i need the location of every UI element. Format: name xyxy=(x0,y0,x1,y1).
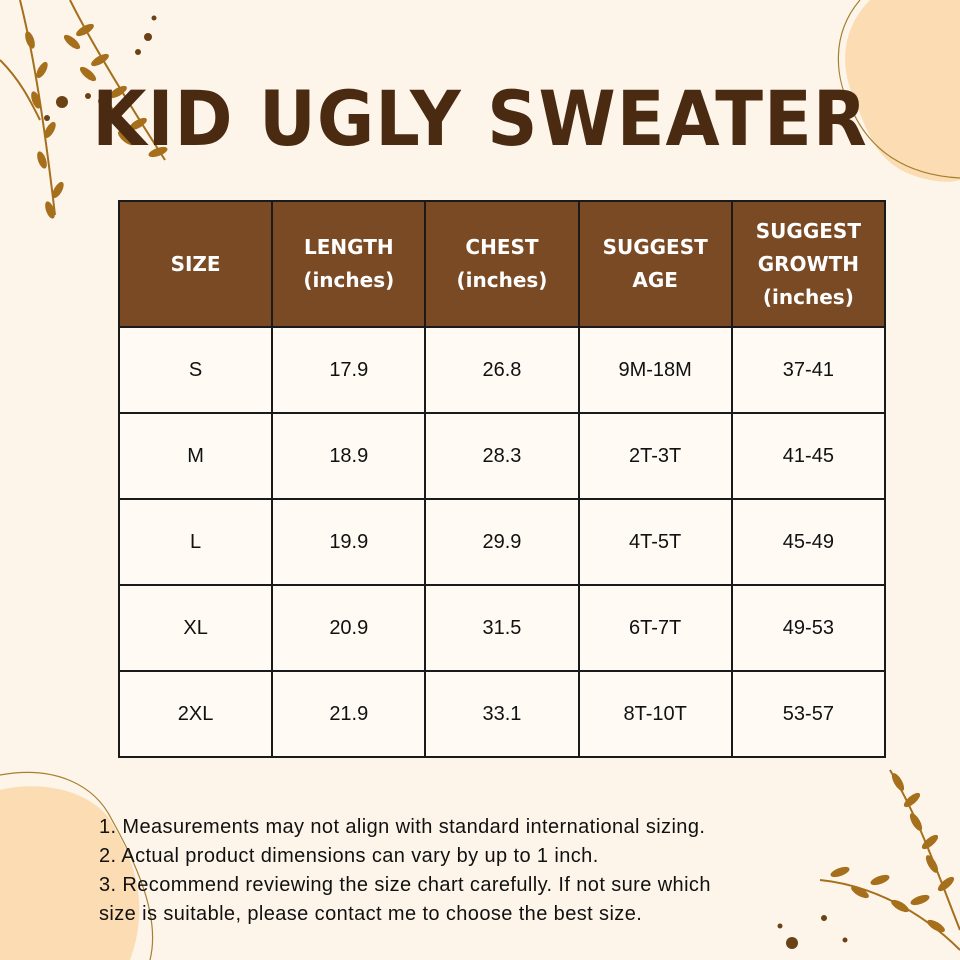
cell-age: 9M-18M xyxy=(577,326,733,414)
cell-growth: 49-53 xyxy=(730,584,887,672)
table-header-row: SIZE LENGTH (inches) CHEST (inches) SUGGES… xyxy=(117,200,887,328)
cell-chest: 29.9 xyxy=(424,498,580,586)
leafy-branch-icon xyxy=(0,0,168,219)
note-line: size is suitable, please contact me to c… xyxy=(99,903,643,925)
table-row: XL 20.9 31.5 6T-7T 49-53 xyxy=(117,584,887,672)
cell-size: L xyxy=(117,498,274,586)
cell-size: S xyxy=(117,326,274,414)
leafy-branch-icon xyxy=(819,769,960,951)
header-chest: CHEST (inches) xyxy=(424,200,580,328)
cell-chest: 31.5 xyxy=(424,584,580,672)
header-length: LENGTH (inches) xyxy=(271,200,427,328)
cell-size: XL xyxy=(117,584,274,672)
cell-length: 20.9 xyxy=(271,584,427,672)
cell-chest: 33.1 xyxy=(424,670,580,758)
cell-length: 17.9 xyxy=(271,326,427,414)
cell-length: 21.9 xyxy=(271,670,427,758)
table-row: S 17.9 26.8 9M-18M 37-41 xyxy=(117,326,887,414)
header-suggest-growth: SUGGEST GROWTH (inches) xyxy=(730,200,887,328)
note-line: 3. Recommend reviewing the size chart ca… xyxy=(99,874,711,896)
cell-age: 2T-3T xyxy=(577,412,733,500)
table-row: L 19.9 29.9 4T-5T 45-49 xyxy=(117,498,887,586)
cell-growth: 53-57 xyxy=(730,670,887,758)
cell-growth: 41-45 xyxy=(730,412,887,500)
cell-age: 6T-7T xyxy=(577,584,733,672)
size-chart-table: SIZE LENGTH (inches) CHEST (inches) SUGGES… xyxy=(117,200,887,758)
cell-chest: 26.8 xyxy=(424,326,580,414)
cell-length: 18.9 xyxy=(271,412,427,500)
cell-size: 2XL xyxy=(117,670,274,758)
cell-age: 8T-10T xyxy=(577,670,733,758)
cell-growth: 45-49 xyxy=(730,498,887,586)
table-row: M 18.9 28.3 2T-3T 41-45 xyxy=(117,412,887,500)
note-line: 2. Actual product dimensions can vary by… xyxy=(99,845,599,867)
cell-age: 4T-5T xyxy=(577,498,733,586)
cell-length: 19.9 xyxy=(271,498,427,586)
cell-chest: 28.3 xyxy=(424,412,580,500)
header-suggest-age: SUGGEST AGE xyxy=(577,200,733,328)
table-row: 2XL 21.9 33.1 8T-10T 53-57 xyxy=(117,670,887,758)
cell-growth: 37-41 xyxy=(730,326,887,414)
cell-size: M xyxy=(117,412,274,500)
notes-block: 1. Measurements may not align with stand… xyxy=(99,813,859,929)
note-line: 1. Measurements may not align with stand… xyxy=(99,816,706,838)
header-size: SIZE xyxy=(117,200,274,328)
page-title: KID UGLY SWEATER xyxy=(92,74,868,164)
